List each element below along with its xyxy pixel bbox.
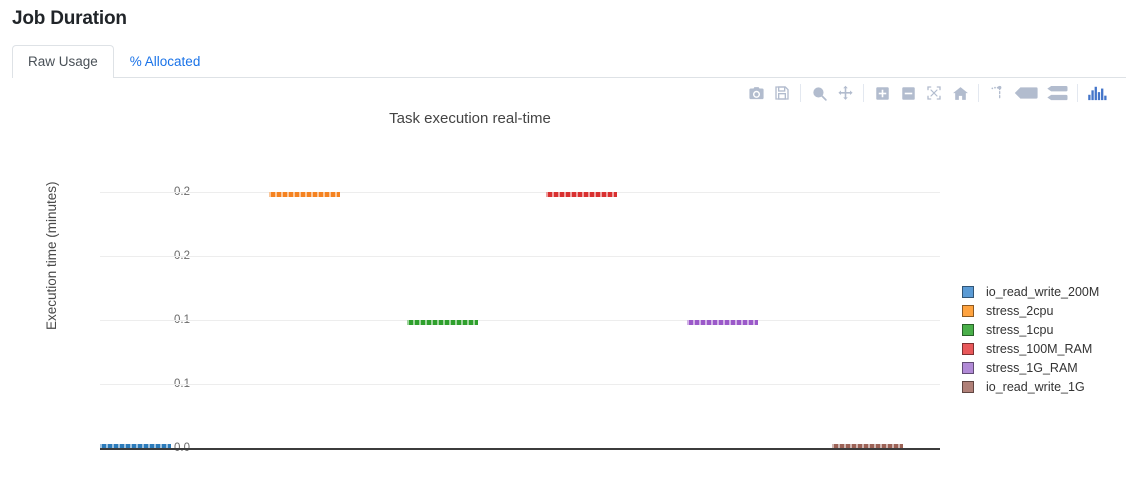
legend-item-stress_100M_RAM[interactable]: stress_100M_RAM bbox=[962, 339, 1132, 358]
legend-swatch bbox=[962, 304, 974, 317]
zoom-out-icon[interactable] bbox=[898, 83, 918, 103]
gridline bbox=[100, 192, 940, 193]
legend-label: stress_100M_RAM bbox=[986, 341, 1093, 356]
legend-label: stress_1cpu bbox=[986, 322, 1054, 337]
toolbar-divider bbox=[800, 84, 801, 102]
legend-label: stress_1G_RAM bbox=[986, 360, 1078, 375]
zoom-magnifier-icon[interactable] bbox=[809, 83, 829, 103]
save-disk-icon[interactable] bbox=[772, 83, 792, 103]
chart-title: Task execution real-time bbox=[389, 110, 551, 127]
toolbar-divider bbox=[1077, 84, 1078, 102]
camera-icon[interactable] bbox=[746, 83, 766, 103]
bar-hatch bbox=[100, 444, 171, 449]
legend-label: io_read_write_200M bbox=[986, 284, 1100, 299]
legend-swatch bbox=[962, 342, 974, 355]
bar-chart-logo-icon[interactable] bbox=[1086, 83, 1110, 103]
legend-item-stress_1G_RAM[interactable]: stress_1G_RAM bbox=[962, 358, 1132, 377]
hover-compare-data-icon[interactable] bbox=[1045, 83, 1069, 103]
bar-stress_2cpu[interactable] bbox=[269, 192, 340, 197]
toolbar-divider bbox=[863, 84, 864, 102]
bar-stress_1G_RAM[interactable] bbox=[687, 320, 758, 325]
chart-legend: io_read_write_200M stress_2cpu stress_1c… bbox=[962, 282, 1132, 396]
bar-hatch bbox=[546, 192, 617, 197]
legend-item-io_read_write_200M[interactable]: io_read_write_200M bbox=[962, 282, 1132, 301]
legend-swatch bbox=[962, 361, 974, 374]
legend-label: stress_2cpu bbox=[986, 303, 1054, 318]
bar-hatch bbox=[407, 320, 478, 325]
zoom-in-icon[interactable] bbox=[872, 83, 892, 103]
pan-move-icon[interactable] bbox=[835, 83, 855, 103]
bar-io_read_write_200M[interactable] bbox=[100, 444, 171, 449]
plot-area[interactable]: io_read_write_200M stress_2cpu stress_1c… bbox=[100, 192, 940, 450]
autoscale-icon[interactable] bbox=[924, 83, 944, 103]
bar-stress_100M_RAM[interactable] bbox=[546, 192, 617, 197]
spike-lines-icon[interactable] bbox=[987, 83, 1007, 103]
legend-swatch bbox=[962, 323, 974, 336]
gridline bbox=[100, 384, 940, 385]
chart-container: Task execution real-time Execution time … bbox=[0, 100, 1138, 478]
legend-swatch bbox=[962, 285, 974, 298]
home-reset-icon[interactable] bbox=[950, 83, 970, 103]
bar-hatch bbox=[269, 192, 340, 197]
gridline bbox=[100, 320, 940, 321]
tab-bar: Raw Usage % Allocated bbox=[12, 44, 1126, 78]
bar-io_read_write_1G[interactable] bbox=[832, 444, 903, 449]
x-axis-line bbox=[100, 448, 940, 450]
toolbar-divider bbox=[978, 84, 979, 102]
bar-hatch bbox=[832, 444, 903, 449]
bar-hatch bbox=[687, 320, 758, 325]
legend-item-io_read_write_1G[interactable]: io_read_write_1G bbox=[962, 377, 1132, 396]
tab-percent-allocated[interactable]: % Allocated bbox=[129, 54, 201, 69]
legend-item-stress_2cpu[interactable]: stress_2cpu bbox=[962, 301, 1132, 320]
hover-compare-icon[interactable] bbox=[1013, 83, 1039, 103]
legend-label: io_read_write_1G bbox=[986, 379, 1085, 394]
page-title: Job Duration bbox=[12, 8, 127, 29]
gridline bbox=[100, 256, 940, 257]
plot-modebar bbox=[746, 80, 1110, 106]
y-axis-title: Execution time (minutes) bbox=[44, 181, 59, 330]
legend-item-stress_1cpu[interactable]: stress_1cpu bbox=[962, 320, 1132, 339]
bar-stress_1cpu[interactable] bbox=[407, 320, 478, 325]
tab-raw-usage[interactable]: Raw Usage bbox=[12, 45, 114, 78]
legend-swatch bbox=[962, 380, 974, 393]
